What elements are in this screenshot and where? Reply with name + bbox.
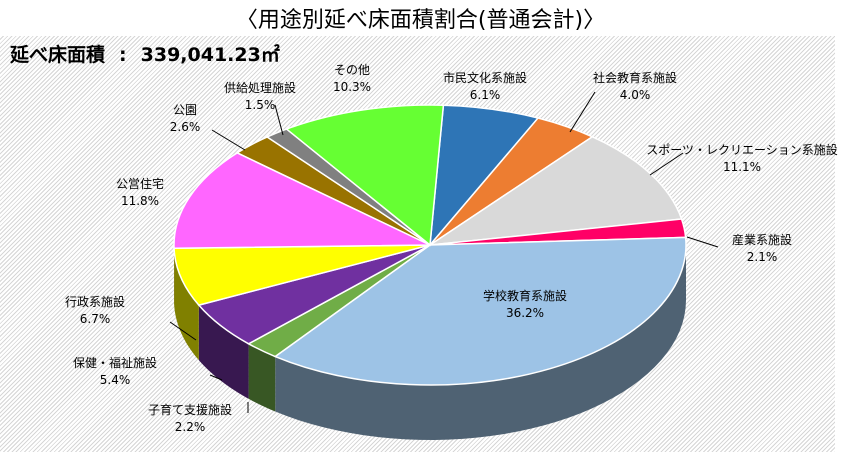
slice-value-8: 11.8% bbox=[121, 194, 159, 208]
slice-value-6: 5.4% bbox=[100, 373, 131, 387]
pie-slice-8 bbox=[173, 152, 431, 249]
slice-label-6: 保健・福祉施設 bbox=[73, 355, 157, 370]
leader-line-1 bbox=[569, 91, 596, 133]
slice-value-10: 1.5% bbox=[245, 98, 276, 112]
pie-side-5 bbox=[248, 343, 276, 412]
pie-side-6 bbox=[198, 305, 249, 399]
leader-line-3 bbox=[686, 236, 719, 248]
slice-label-9: 公園 bbox=[173, 103, 197, 117]
slice-label-3: 産業系施設 bbox=[732, 232, 792, 247]
leader-line-7 bbox=[169, 321, 197, 341]
slice-value-1: 4.0% bbox=[620, 88, 651, 102]
total-separator: : bbox=[119, 44, 127, 66]
slice-label-4: 学校教育系施設 bbox=[483, 288, 567, 303]
total-label: 延べ床面積 bbox=[10, 44, 106, 66]
slice-label-0: 市民文化系施設 bbox=[443, 70, 527, 85]
total-value: 339,041.23㎡ bbox=[140, 44, 280, 66]
chart-title: 〈用途別延べ床面積割合(普通会計)〉 bbox=[235, 8, 606, 33]
slice-label-10: 供給処理施設 bbox=[224, 80, 296, 95]
slice-value-7: 6.7% bbox=[80, 312, 111, 326]
slice-label-2: スポーツ・レクリエーション系施設 bbox=[646, 142, 838, 157]
slice-label-5: 子育て支援施設 bbox=[148, 402, 232, 417]
slice-label-1: 社会教育系施設 bbox=[593, 70, 677, 85]
slice-value-3: 2.1% bbox=[747, 250, 778, 264]
pie-slice-2 bbox=[429, 135, 683, 246]
leader-line-2 bbox=[649, 152, 684, 176]
pie-slice-11 bbox=[285, 104, 445, 247]
leader-line-6 bbox=[209, 374, 223, 381]
slice-value-5: 2.2% bbox=[175, 420, 206, 434]
slice-label-11: その他 bbox=[334, 63, 370, 77]
leader-line-10 bbox=[274, 104, 284, 136]
slice-value-4: 36.2% bbox=[506, 306, 544, 320]
slice-value-2: 11.1% bbox=[723, 160, 761, 174]
leader-line-9 bbox=[211, 129, 246, 151]
slice-value-0: 6.1% bbox=[470, 88, 501, 102]
pie-slice-7 bbox=[173, 244, 431, 306]
pie-side-4 bbox=[275, 245, 686, 440]
slice-value-9: 2.6% bbox=[170, 120, 201, 134]
slice-label-8: 公営住宅 bbox=[116, 176, 164, 191]
slice-value-11: 10.3% bbox=[333, 80, 371, 94]
total-area: 延べ床面積:339,041.23㎡ bbox=[10, 40, 294, 67]
pie-slice-4 bbox=[273, 236, 687, 386]
slice-label-7: 行政系施設 bbox=[65, 294, 125, 309]
